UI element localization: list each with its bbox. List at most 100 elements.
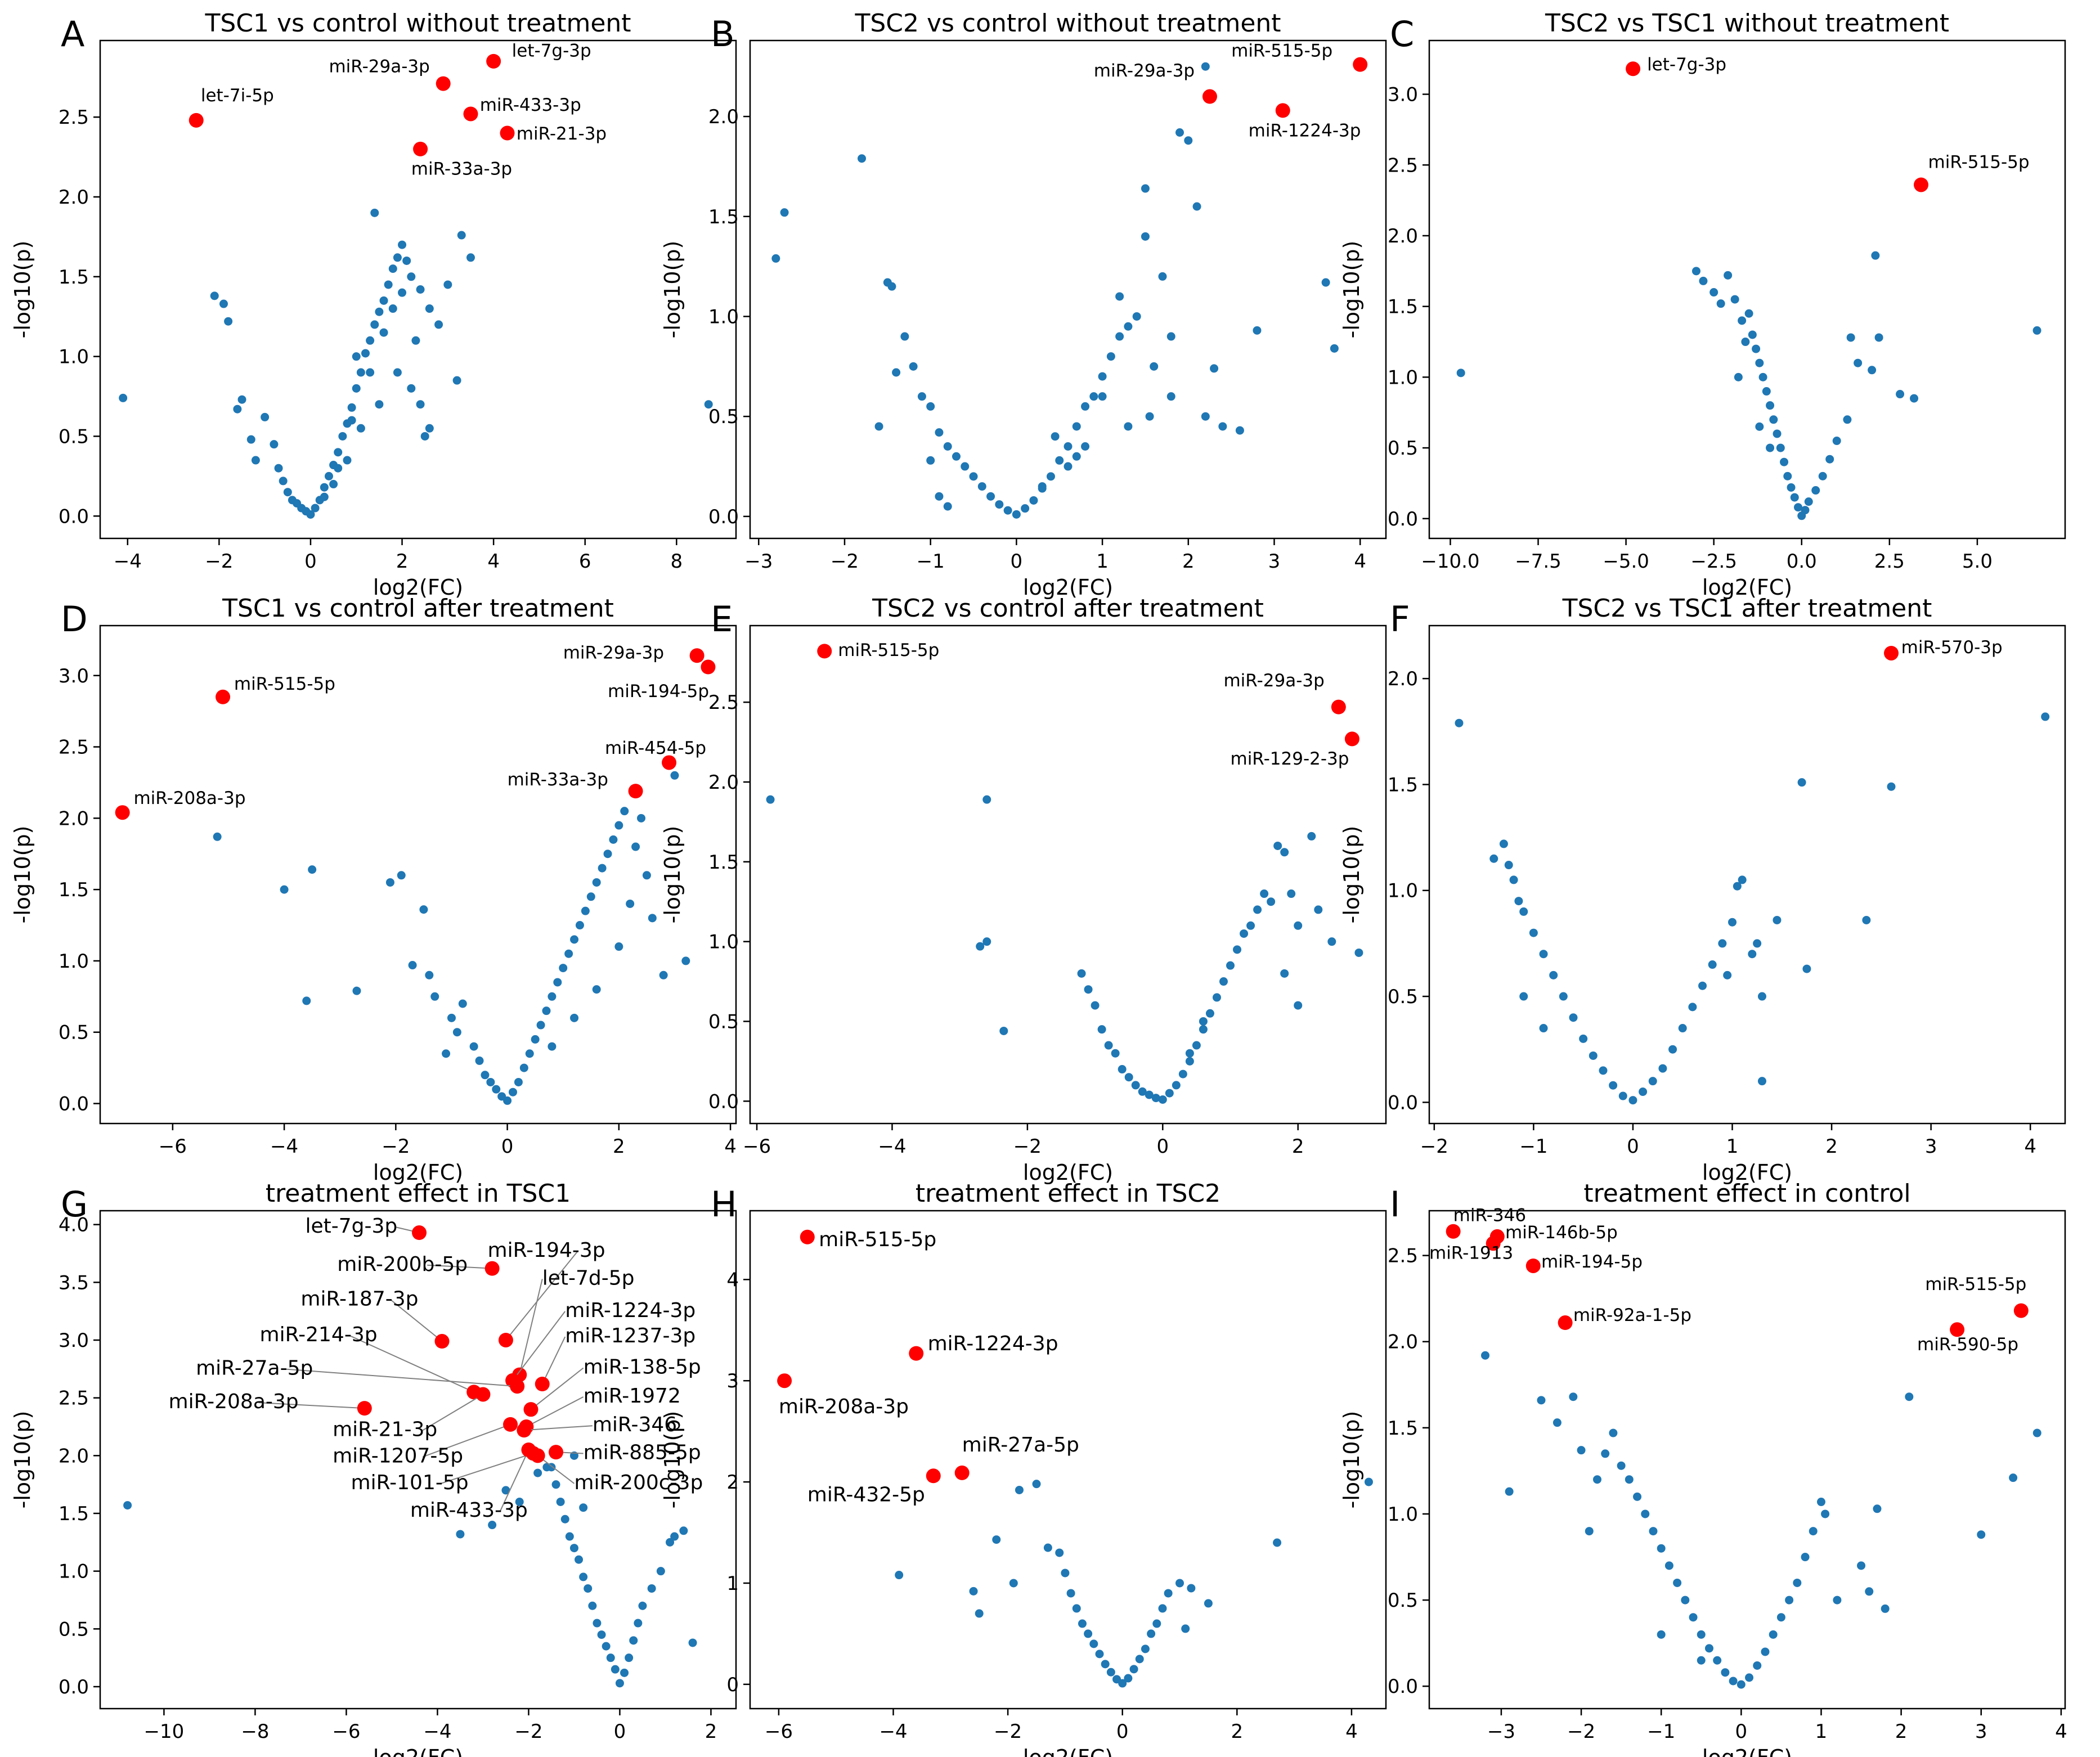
data-point [237, 395, 246, 404]
highlight-point [2013, 1303, 2029, 1318]
data-point [352, 986, 361, 995]
data-point [1145, 412, 1154, 421]
data-point [581, 906, 590, 915]
data-point [280, 885, 289, 894]
data-point [283, 488, 292, 497]
data-point [393, 253, 402, 262]
data-point [1131, 1081, 1140, 1090]
data-point [515, 1497, 524, 1506]
y-tick-label: 2.0 [59, 1445, 89, 1467]
data-point [123, 1501, 132, 1510]
data-point [1519, 992, 1528, 1001]
data-point [1204, 1599, 1213, 1608]
data-point [458, 999, 467, 1008]
data-point [361, 349, 370, 358]
data-point [656, 1567, 665, 1576]
data-point [419, 905, 428, 914]
y-tick-label: 0.0 [59, 505, 89, 528]
data-point [1753, 1661, 1762, 1670]
data-point [1744, 309, 1753, 318]
data-point [442, 1049, 451, 1058]
data-point [1657, 1630, 1666, 1639]
data-point [1752, 344, 1761, 353]
data-point [1734, 372, 1743, 381]
data-point [1766, 401, 1775, 410]
data-point [1118, 1065, 1127, 1074]
data-point [1762, 387, 1771, 396]
data-point [1730, 295, 1739, 304]
data-point [398, 240, 407, 249]
data-point [1704, 1644, 1713, 1653]
data-point [1294, 1001, 1303, 1010]
data-point [1818, 471, 1827, 480]
data-point [1185, 1057, 1194, 1066]
data-point [1072, 452, 1081, 461]
y-tick-label: 0.5 [59, 1022, 89, 1044]
panel-b: B TSC2 vs control without treatment −3 −2 −1… [660, 9, 1387, 600]
data-point [1043, 1543, 1052, 1552]
y-tick-label: 1.5 [59, 266, 89, 289]
data-point [1003, 506, 1012, 515]
x-tick-label: −2 [382, 1135, 410, 1158]
data-point [1240, 929, 1249, 938]
x-tick-label: 8 [670, 550, 683, 573]
data-point [636, 814, 645, 823]
highlight-label: miR-208a-3p [133, 788, 245, 808]
data-point [1072, 422, 1081, 431]
data-point [1078, 1619, 1087, 1628]
data-point [407, 384, 416, 393]
data-point [598, 864, 607, 873]
highlight-point [1884, 645, 1899, 660]
data-point [1708, 960, 1717, 969]
x-tick-label: 2 [1292, 1135, 1304, 1158]
data-point [1905, 1392, 1914, 1401]
data-point [659, 970, 668, 979]
y-axis-label: -log10(p) [10, 241, 35, 339]
panel-letter: D [61, 599, 88, 640]
data-point [434, 320, 443, 329]
x-tick-label: −6 [159, 1135, 187, 1158]
data-point [1780, 457, 1789, 466]
data-point [670, 1532, 679, 1541]
highlight-label: miR-29a-3p [563, 642, 664, 663]
highlight-point [926, 1468, 941, 1484]
data-point [961, 462, 970, 471]
data-point [1046, 472, 1055, 481]
highlight-point [357, 1401, 372, 1416]
data-point [1689, 1613, 1698, 1622]
highlight-label: miR-21-3p [333, 1418, 437, 1441]
data-point [1766, 443, 1775, 452]
data-point [452, 1028, 461, 1037]
data-point [1724, 271, 1733, 280]
data-point [469, 1042, 478, 1051]
highlight-label: miR-432-5p [807, 1483, 925, 1506]
data-point [570, 935, 579, 944]
highlight-label: miR-515-5p [1925, 1274, 2026, 1295]
data-point [1868, 366, 1877, 375]
highlight-point [662, 755, 677, 770]
y-tick-label: 1.0 [1388, 1503, 1418, 1526]
x-tick-label: −1 [1647, 1720, 1675, 1743]
data-point [1790, 493, 1799, 502]
y-tick-label: 2.5 [708, 691, 739, 714]
data-point [553, 978, 562, 987]
highlight-label: miR-570-3p [1901, 637, 2003, 658]
highlight-label: miR-346 [593, 1413, 677, 1436]
data-point [584, 1584, 593, 1593]
highlight-label: miR-515-5p [838, 640, 939, 660]
data-point [384, 280, 393, 289]
highlight-label: let-7g-3p [512, 41, 591, 61]
y-axis-label: -log10(p) [10, 826, 35, 924]
data-point [1649, 1527, 1658, 1536]
y-tick-label: 3.0 [1388, 84, 1418, 106]
highlight-label: miR-433-3p [480, 95, 581, 115]
data-point [1184, 136, 1193, 145]
highlight-point [189, 113, 204, 128]
data-point [320, 483, 329, 492]
x-tick-label: 2 [613, 1135, 625, 1158]
highlight-point [909, 1346, 924, 1361]
data-point [977, 482, 986, 491]
data-point [1769, 1630, 1778, 1639]
data-point [1330, 344, 1339, 353]
plot-frame [749, 1210, 1387, 1710]
